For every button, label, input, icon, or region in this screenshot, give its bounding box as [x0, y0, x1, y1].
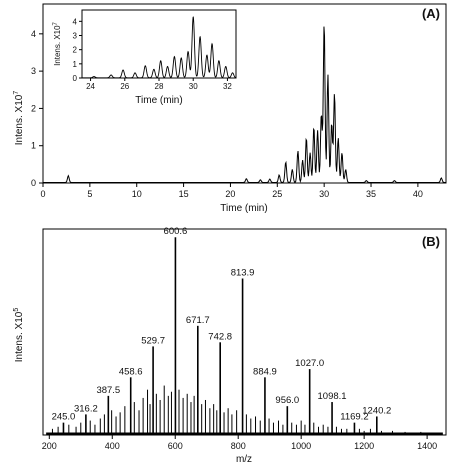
inset-x-tick-label: 32	[223, 82, 232, 91]
panel-b-peak-label: 1098.1	[318, 391, 347, 402]
panel-b-spectrum-peaks	[46, 237, 443, 435]
panel-a-x-tick-label: 20	[225, 189, 235, 199]
inset-x-tick-label: 24	[86, 82, 95, 91]
panel-b-y-axis-exponent: 5	[13, 308, 20, 312]
panel-a-y-axis-label: Intens. X107	[13, 91, 25, 146]
panel-b-peak-label: 1240.2	[362, 405, 391, 416]
panel-a-y-tick-label: 3	[31, 66, 36, 76]
panel-b-peak-label: 600.6	[164, 226, 188, 237]
panel-a-chromatogram-trace	[43, 26, 446, 184]
panel-b-peak-label: 1027.0	[295, 358, 324, 369]
panel-a-y-tick-label: 2	[31, 103, 36, 113]
panel-a-y-ticks: 0 1 2 3 4	[31, 29, 43, 188]
panel-a-y-tick-label: 1	[31, 141, 36, 151]
panel-b-x-tick-label: 1000	[291, 441, 311, 451]
panel-b-peak-label: 245.0	[52, 412, 76, 423]
panel-b-y-axis-label: Intens. X105	[13, 308, 25, 363]
panel-b-peak-label: 742.8	[208, 331, 232, 342]
inset-x-tick-label: 30	[189, 82, 198, 91]
panel-a-y-tick-label: 4	[31, 29, 36, 39]
panel-a-x-axis-label: Time (min)	[220, 203, 267, 214]
panel-a-x-tick-label: 30	[319, 189, 329, 199]
panel-b-x-tick-label: 200	[42, 441, 57, 451]
panel-a-inset: 24 26 28 30 32 0 1 2 3 4 Time (min) Intens. X107	[53, 9, 237, 106]
panel-b-x-axis-label: m/z	[236, 454, 252, 465]
panel-a-x-tick-label: 5	[87, 189, 92, 199]
panel-b-peak-label: 884.9	[253, 366, 277, 377]
panel-a-y-tick-label: 0	[31, 178, 36, 188]
panel-a-x-tick-label: 15	[179, 189, 189, 199]
panel-b-peak-label: 458.6	[119, 366, 143, 377]
inset-y-tick-label: 3	[73, 32, 78, 41]
panel-b-x-ticks: 200 400 600 800 1000 1200 1400	[42, 435, 437, 451]
panel-b-x-tick-label: 1200	[354, 441, 374, 451]
panel-b-peak-label: 1169.2	[340, 412, 368, 423]
panel-b-peak-label: 956.0	[275, 395, 299, 406]
panel-a-x-tick-label: 40	[413, 189, 423, 199]
inset-x-tick-label: 28	[155, 82, 164, 91]
panel-b-x-tick-label: 400	[105, 441, 120, 451]
inset-y-axis-label-text: Intens. X10	[53, 25, 62, 66]
inset-y-axis-exponent: 7	[53, 21, 59, 25]
panel-a-label: (A)	[422, 6, 440, 21]
inset-y-ticks: 0 1 2 3 4	[73, 17, 82, 83]
panel-b-peak-label: 671.7	[186, 315, 210, 326]
inset-x-axis-label: Time (min)	[135, 95, 182, 106]
panel-a-y-axis-exponent: 7	[13, 91, 20, 95]
inset-y-tick-label: 4	[73, 17, 78, 26]
panel-b-x-tick-label: 1400	[417, 441, 437, 451]
panel-a-x-tick-label: 10	[132, 189, 142, 199]
inset-chromatogram-trace	[82, 16, 237, 79]
panel-b-y-axis-label-text: Intens. X10	[14, 311, 25, 362]
panel-b-peak-label: 387.5	[96, 385, 120, 396]
inset-y-tick-label: 0	[73, 74, 78, 83]
panel-b-peak-label: 529.7	[141, 335, 165, 346]
panel-a-x-ticks: 0 5 10 15 20 25 30 35 40	[40, 183, 423, 199]
panel-a-frame	[42, 3, 447, 184]
panel-b-peak-label: 316.2	[74, 403, 98, 414]
panel-a-y-axis-label-text: Intens. X10	[14, 94, 25, 145]
panel-b-frame	[42, 228, 447, 436]
inset-frame	[81, 9, 237, 79]
inset-y-axis-label: Intens. X107	[53, 21, 62, 65]
inset-x-tick-label: 26	[120, 82, 129, 91]
panel-a-x-tick-label: 0	[40, 189, 45, 199]
panel-b-label: (B)	[422, 234, 440, 249]
panel-b-x-tick-label: 800	[231, 441, 246, 451]
panel-b-x-tick-label: 600	[168, 441, 183, 451]
panel-a-x-tick-label: 35	[366, 189, 376, 199]
inset-x-ticks: 24 26 28 30 32	[86, 78, 232, 91]
panel-a-x-tick-label: 25	[272, 189, 282, 199]
inset-y-tick-label: 1	[73, 60, 78, 69]
inset-y-tick-label: 2	[73, 46, 78, 55]
panel-b-peak-label: 813.9	[231, 267, 255, 278]
